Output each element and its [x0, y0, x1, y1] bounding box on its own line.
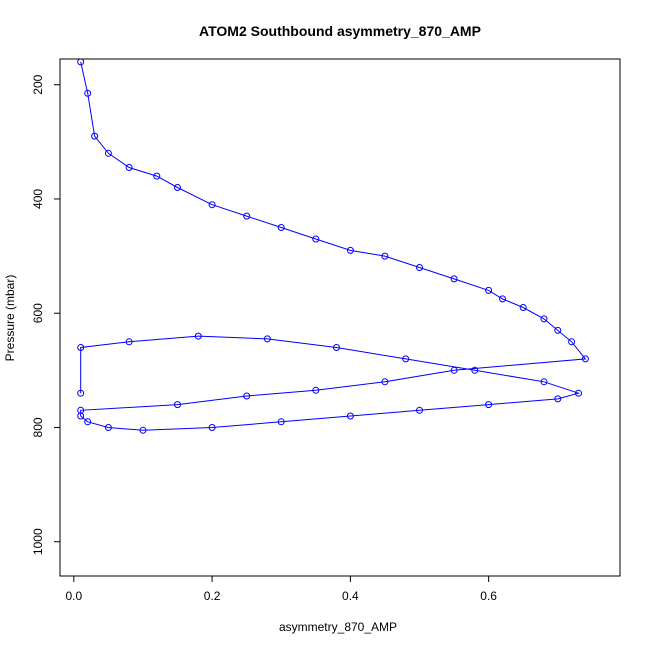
data-point	[416, 264, 423, 271]
x-axis: 0.0 0.2 0.4 0.6	[65, 575, 497, 603]
data-point	[91, 132, 99, 140]
data-point	[450, 366, 458, 374]
data-point	[568, 338, 576, 346]
data-point	[125, 164, 133, 171]
data-point	[77, 412, 85, 420]
series-line	[80, 61, 587, 431]
data-point	[208, 424, 216, 431]
data-point	[84, 89, 92, 97]
data-point	[125, 338, 133, 346]
data-point	[174, 401, 181, 409]
data-point	[263, 335, 271, 343]
plot-area	[77, 59, 589, 434]
data-point	[499, 295, 506, 303]
data-point	[554, 326, 562, 334]
data-point	[581, 355, 589, 363]
data-point	[575, 389, 582, 397]
data-point	[450, 275, 458, 283]
data-point	[402, 355, 410, 363]
x-tick-label: 0.4	[342, 589, 359, 603]
data-point	[153, 172, 161, 180]
data-point	[194, 332, 202, 340]
data-point	[312, 235, 320, 243]
data-point	[84, 418, 92, 426]
x-tick-label: 0.0	[65, 589, 82, 603]
data-point	[174, 184, 181, 191]
y-tick-label: 1000	[31, 528, 45, 555]
data-point	[277, 224, 285, 231]
y-tick-label: 800	[31, 417, 45, 437]
y-tick-label: 200	[31, 74, 45, 94]
data-point	[77, 389, 85, 397]
data-point	[471, 366, 479, 374]
y-axis: 200 400 600 800 1000	[31, 74, 61, 555]
data-point	[540, 378, 548, 386]
chart-title: ATOM2 Southbound asymmetry_870_AMP	[199, 23, 481, 39]
y-axis-label: Pressure (mbar)	[3, 275, 17, 362]
plot-frame	[59, 58, 621, 577]
data-point	[243, 212, 251, 220]
data-point	[277, 418, 285, 426]
data-point	[77, 59, 85, 66]
x-tick-label: 0.6	[480, 589, 497, 603]
data-point	[485, 286, 493, 294]
data-point	[243, 392, 251, 400]
data-point	[104, 149, 112, 157]
data-point	[485, 401, 493, 409]
data-point	[381, 252, 389, 260]
data-point	[312, 386, 320, 394]
x-axis-label: asymmetry_870_AMP	[279, 620, 397, 634]
data-point	[554, 395, 562, 403]
data-point	[416, 406, 423, 414]
data-point	[346, 412, 354, 420]
data-point	[139, 426, 147, 434]
x-tick-label: 0.2	[204, 589, 221, 603]
y-tick-label: 600	[31, 303, 45, 323]
data-point	[346, 246, 354, 254]
data-point	[540, 315, 548, 323]
data-point	[333, 344, 340, 351]
data-point	[519, 304, 527, 311]
y-tick-label: 400	[31, 189, 45, 209]
data-point	[381, 378, 389, 386]
data-point	[77, 344, 85, 351]
data-point	[208, 201, 216, 209]
data-point	[104, 424, 112, 431]
